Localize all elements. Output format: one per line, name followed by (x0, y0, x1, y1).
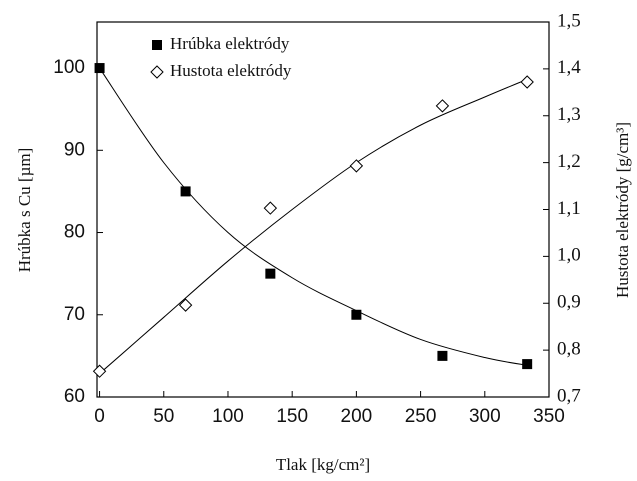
marker-square (180, 186, 191, 197)
y2-tick-label: 0,9 (557, 292, 581, 313)
fit-curve (99, 67, 530, 367)
marker-diamond (349, 159, 364, 173)
x-tick-label: 100 (212, 406, 244, 427)
marker-diamond (178, 298, 193, 312)
x-tick-label: 200 (341, 406, 373, 427)
marker-square (265, 268, 276, 279)
marker-square (94, 63, 105, 74)
y2-tick-label: 1,4 (557, 57, 581, 78)
y2-tick-label: 0,7 (557, 385, 581, 406)
legend-label: Hrúbka elektródy (170, 34, 290, 53)
y-tick-label: 100 (53, 57, 85, 78)
fit-curve (99, 77, 530, 374)
x-tick-label: 350 (533, 406, 565, 427)
x-tick-label: 50 (153, 406, 174, 427)
y2-tick-label: 1,5 (557, 10, 581, 31)
y-tick-label: 70 (64, 304, 85, 325)
marker-square (522, 359, 533, 370)
y2-tick-label: 1,3 (557, 104, 581, 125)
plot-frame (96, 21, 550, 398)
legend-marker (150, 65, 164, 79)
y-axis-label: Hrúbka s Cu [µm] (15, 148, 34, 273)
legend-label: Hustota elektródy (170, 61, 292, 80)
y2-axis-label: Hustota elektródy [g/cm³] (613, 122, 632, 298)
x-tick-label: 250 (405, 406, 437, 427)
x-tick-label: 150 (276, 406, 308, 427)
marker-square (437, 350, 448, 361)
x-axis-label: Tlak [kg/cm²] (276, 455, 370, 474)
marker-diamond (263, 201, 278, 215)
y-tick-label: 60 (64, 386, 85, 407)
y-tick-label: 80 (64, 222, 85, 243)
marker-square (351, 309, 362, 320)
y-tick-label: 90 (64, 139, 85, 160)
y2-tick-label: 1,1 (557, 198, 581, 219)
y2-tick-label: 0,8 (557, 338, 581, 359)
marker-diamond (520, 75, 534, 89)
y2-tick-label: 1,0 (557, 245, 581, 266)
x-tick-label: 300 (469, 406, 501, 427)
legend-marker (152, 40, 162, 50)
marker-diamond (435, 99, 450, 113)
x-tick-label: 0 (94, 406, 105, 427)
marker-diamond (92, 364, 107, 378)
y2-tick-label: 1,2 (557, 151, 581, 172)
